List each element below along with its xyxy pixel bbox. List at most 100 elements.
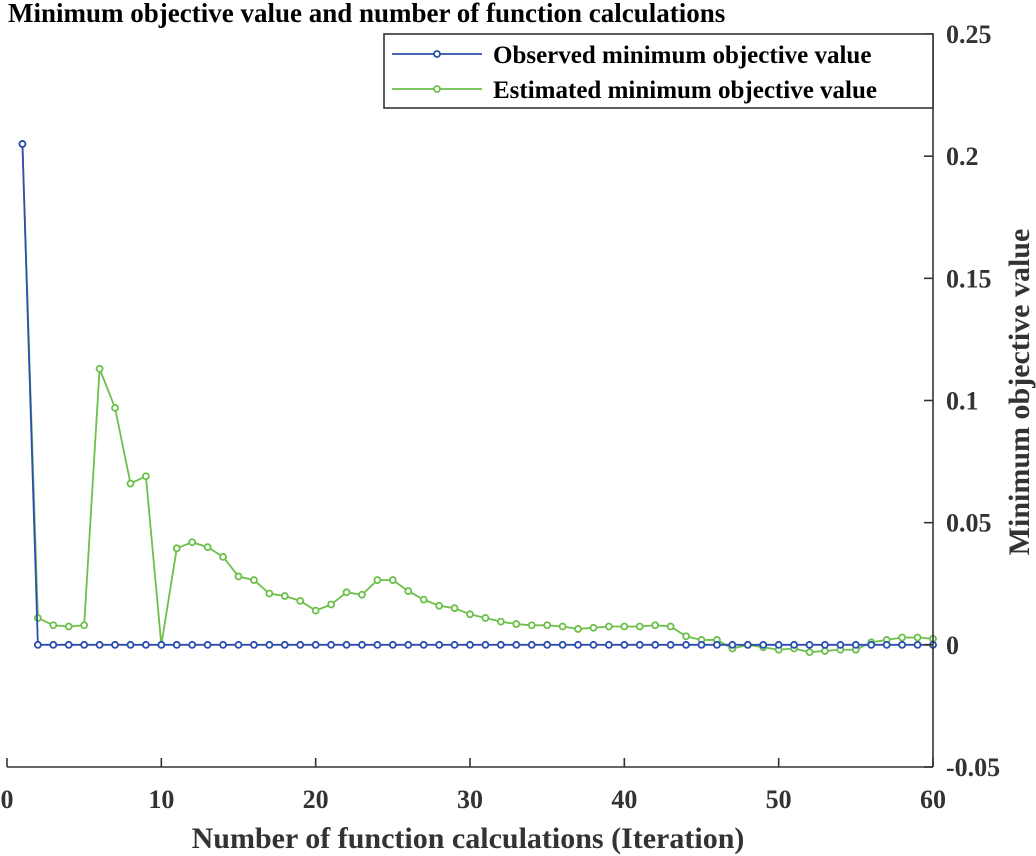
data-point	[64, 622, 73, 631]
data-point	[450, 640, 459, 649]
y-axis-label: Minimum objective value	[1003, 229, 1036, 556]
data-point	[821, 647, 829, 655]
x-tick-label: 30	[457, 785, 483, 814]
data-point	[327, 600, 336, 609]
data-point	[466, 640, 474, 649]
data-point	[481, 640, 490, 649]
legend-entry: Observed minimum objective value	[493, 42, 871, 69]
data-point	[311, 640, 320, 649]
data-point	[805, 640, 814, 649]
data-point	[836, 640, 845, 649]
data-point	[898, 633, 907, 642]
data-point	[342, 588, 351, 597]
data-point	[203, 543, 212, 551]
data-point	[435, 601, 444, 610]
data-point	[373, 640, 382, 649]
data-point	[111, 640, 119, 649]
data-point	[605, 622, 613, 631]
data-point	[435, 640, 444, 649]
data-point	[450, 604, 459, 613]
data-point	[33, 640, 42, 649]
x-tick-label: 40	[611, 785, 637, 814]
data-point	[666, 622, 675, 631]
data-point	[64, 640, 73, 649]
data-point	[49, 621, 58, 630]
data-point	[651, 621, 660, 630]
data-point	[620, 640, 629, 649]
data-point	[682, 632, 690, 641]
data-point	[358, 590, 366, 599]
data-point	[265, 640, 274, 649]
data-point	[172, 640, 181, 649]
data-point	[512, 640, 521, 649]
data-point	[558, 622, 567, 631]
data-point	[95, 640, 104, 649]
y-tick-label: -0.05	[946, 753, 1000, 782]
data-point	[404, 587, 413, 595]
data-point	[913, 640, 922, 649]
data-point	[219, 640, 227, 649]
data-point	[80, 621, 89, 630]
data-point	[203, 640, 212, 649]
data-point	[821, 640, 829, 649]
data-point	[635, 622, 644, 631]
data-point	[774, 640, 783, 649]
data-point	[419, 595, 428, 604]
data-point	[558, 640, 567, 649]
data-point	[728, 640, 737, 649]
data-point	[543, 640, 552, 649]
data-point	[188, 538, 197, 547]
data-point	[419, 640, 428, 649]
data-point	[126, 479, 135, 488]
y-tick-label: 0.15	[946, 264, 992, 293]
series-line	[21, 143, 934, 654]
x-tick-label: 10	[148, 785, 174, 814]
plot-area	[18, 140, 937, 657]
data-point	[589, 640, 598, 649]
data-point	[882, 640, 891, 649]
chart-title: Minimum objective value and number of fu…	[8, 0, 725, 28]
legend-entry: Estimated minimum objective value	[493, 77, 877, 104]
data-point	[867, 640, 876, 649]
data-point	[527, 640, 536, 649]
data-point	[327, 640, 336, 649]
data-point	[296, 596, 305, 605]
data-point	[605, 640, 613, 649]
x-tick-label: 20	[303, 785, 329, 814]
data-point	[234, 572, 243, 581]
data-point	[543, 621, 552, 630]
data-point	[898, 640, 907, 649]
data-point	[234, 640, 243, 649]
data-point	[141, 472, 150, 481]
y-tick-label: 0	[946, 631, 959, 660]
data-point	[743, 640, 752, 649]
y-tick-label: 0.05	[946, 509, 992, 538]
series-observed	[18, 140, 937, 649]
data-point	[682, 640, 690, 649]
data-point	[666, 640, 675, 649]
y-tick-label: 0.2	[946, 142, 979, 171]
data-point	[388, 576, 397, 584]
data-point	[589, 623, 598, 632]
data-point	[250, 640, 258, 649]
series-estimated	[18, 140, 937, 657]
legend-marker	[433, 50, 441, 58]
data-point	[759, 640, 768, 649]
legend-box	[383, 33, 934, 109]
data-point	[157, 640, 166, 649]
data-point	[466, 610, 474, 619]
series-line	[21, 143, 933, 646]
data-point	[496, 617, 505, 626]
data-point	[126, 640, 135, 649]
data-point	[111, 403, 119, 412]
legend-marker	[433, 85, 441, 93]
data-point	[574, 640, 582, 649]
data-point	[496, 640, 505, 649]
data-point	[635, 640, 644, 649]
data-point	[620, 622, 629, 631]
axes: 0 10 20 30 40 50 60-0.05 0 0.05 0.1 0.15 0.2 0.25	[1, 20, 1001, 814]
x-axis-label: Number of function calculations (Iterati…	[192, 822, 745, 855]
data-point	[250, 576, 258, 584]
data-point	[404, 640, 413, 649]
data-point	[280, 640, 289, 649]
